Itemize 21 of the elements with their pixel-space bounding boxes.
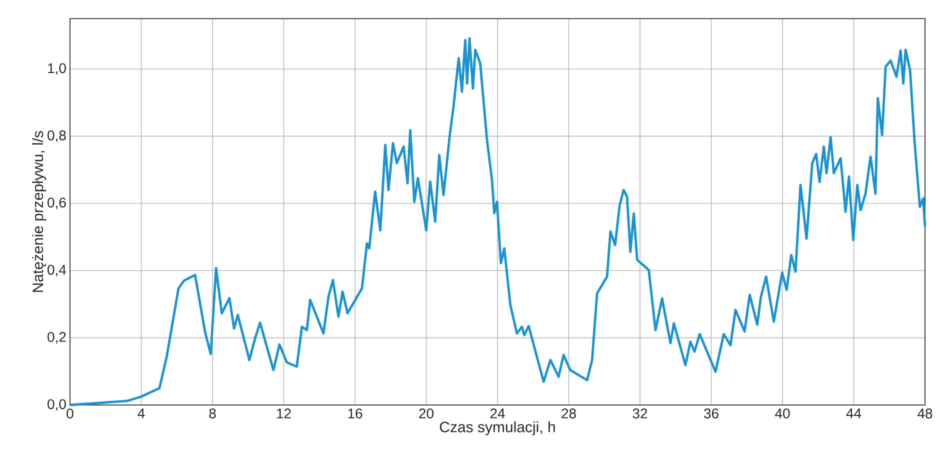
x-tick-label: 32 [632, 408, 648, 418]
x-tick-label: 36 [704, 408, 718, 418]
y-axis-title: Natężenie przepływu, l/s [32, 131, 46, 292]
x-tick-label: 0 [66, 408, 74, 418]
x-tick-label: 4 [138, 408, 145, 418]
x-tick-label: 48 [918, 408, 932, 418]
x-tick-label: 44 [846, 408, 862, 418]
x-tick-label: 8 [209, 408, 216, 418]
x-tick-label: 24 [490, 408, 505, 418]
y-tick-label: 0,8 [48, 130, 66, 142]
x-tick-label: 16 [348, 408, 362, 418]
y-tick-label: 0,4 [48, 264, 66, 276]
x-tick-label: 12 [277, 408, 291, 418]
x-tick-label: 20 [419, 408, 434, 418]
x-tick-label: 28 [562, 408, 576, 418]
y-tick-label: 0,0 [48, 399, 66, 411]
x-tick-label: 40 [775, 408, 790, 418]
x-axis-title: Czas symulacji, h [440, 421, 555, 436]
y-tick-label: 1,0 [48, 63, 66, 75]
y-tick-label: 0,2 [48, 332, 66, 344]
y-tick-label: 0,6 [48, 198, 66, 210]
